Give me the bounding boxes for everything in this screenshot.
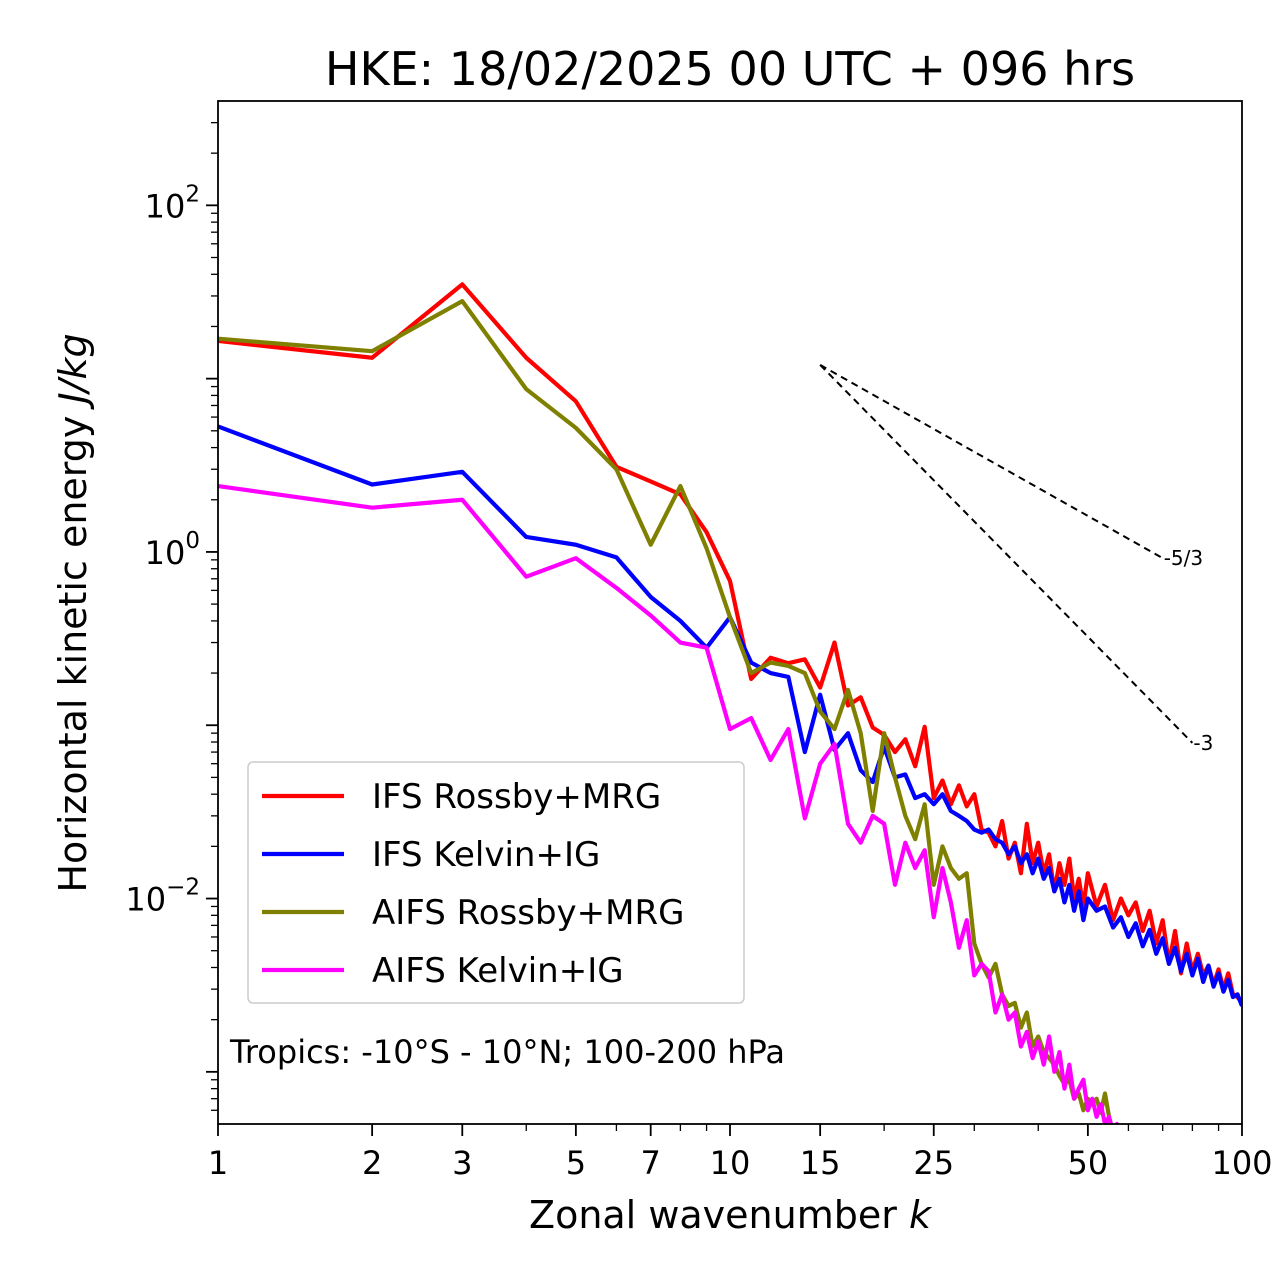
- x-axis-label: Zonal wavenumber k: [529, 1193, 933, 1237]
- series-line-3: [218, 299, 1112, 1118]
- chart-title: HKE: 18/02/2025 00 UTC + 096 hrs: [325, 42, 1135, 96]
- x-tick-label: 25: [913, 1144, 954, 1182]
- legend-frame: [247, 761, 745, 1004]
- x-tick-label: 3: [452, 1144, 472, 1182]
- x-tick-label: 7: [641, 1144, 661, 1182]
- reference-slope-label-2: -3: [1193, 731, 1213, 755]
- x-tick-label: 15: [800, 1144, 841, 1182]
- region-annotation: Tropics: -10°S - 10°N; 100-200 hPa: [229, 1033, 785, 1071]
- legend-label-2: IFS Kelvin+IG: [372, 835, 600, 875]
- x-tick-label: 50: [1068, 1144, 1109, 1182]
- legend-label-3: AIFS Rossby+MRG: [372, 893, 684, 933]
- x-tick-label: 5: [566, 1144, 586, 1182]
- plot-frame: [217, 100, 1243, 1125]
- x-tick-label: 1: [208, 1144, 228, 1182]
- x-tick-label: 2: [362, 1144, 382, 1182]
- y-tick-label: 10−2: [125, 875, 200, 919]
- y-axis-label: Horizontal kinetic energy J/kg: [51, 333, 95, 892]
- legend-label-4: AIFS Kelvin+IG: [372, 951, 624, 991]
- legend-label-1: IFS Rossby+MRG: [372, 777, 661, 817]
- reference-slope-line-2: [819, 364, 1194, 744]
- reference-slope-label-1: -5/3: [1164, 546, 1203, 570]
- series-line-2: [218, 424, 1242, 1007]
- x-tick-label: 10: [710, 1144, 751, 1182]
- legend: IFS Rossby+MRG IFS Kelvin+IG AIFS Rossby+M…: [247, 761, 745, 1004]
- y-tick-label: 100: [145, 528, 200, 572]
- reference-slope-line-1: [819, 364, 1164, 560]
- x-tick-label: 100: [1211, 1144, 1272, 1182]
- y-tick-label: 102: [145, 181, 200, 225]
- series-line-4: [218, 483, 1120, 1124]
